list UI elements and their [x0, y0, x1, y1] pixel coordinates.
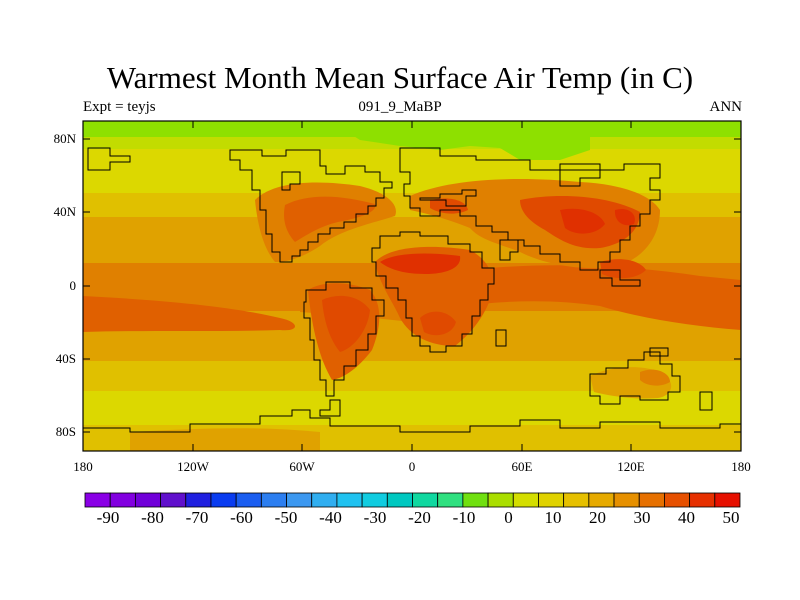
north-america-core — [284, 196, 376, 242]
chart-title: Warmest Month Mean Surface Air Temp (in … — [106, 60, 694, 95]
lon-label-180e: 180 — [731, 459, 751, 474]
colorbar-swatch — [160, 492, 187, 508]
colorbar-swatch — [185, 492, 212, 508]
new-zealand-coast — [699, 391, 713, 411]
colorbar-swatch — [487, 492, 514, 508]
experiment-label: Expt = teyjs — [83, 99, 156, 115]
colorbar-swatch — [286, 492, 313, 508]
colorbar-label: -90 — [96, 508, 120, 527]
east-pacific-warm-tongue — [83, 296, 295, 332]
colorbar-swatch — [311, 492, 338, 508]
map-field — [83, 121, 741, 451]
north-pacific-island-coast — [87, 147, 131, 171]
colorbar-label: -80 — [141, 508, 164, 527]
colorbar-swatch — [664, 492, 691, 508]
colorbar-swatch — [512, 492, 539, 508]
colorbar-label: 50 — [722, 508, 740, 527]
mediterranean-coast — [419, 189, 477, 207]
lon-label-120w: 120W — [177, 459, 209, 474]
colorbar-swatch — [134, 492, 161, 508]
lon-label-0: 0 — [408, 459, 416, 474]
colorbar-swatch — [689, 492, 716, 508]
colorbar-label: -30 — [363, 508, 387, 527]
colorbar-swatch — [588, 492, 615, 508]
indo-pacific-warm-pool — [470, 265, 741, 330]
lat-label-0: 0 — [69, 278, 77, 293]
eurasia-coast — [399, 147, 661, 271]
new-guinea-coast — [649, 347, 669, 357]
colorbar-swatch — [235, 492, 262, 508]
colorbar-swatch — [336, 492, 363, 508]
colorbar-swatch — [538, 492, 565, 508]
colorbar-label: -50 — [274, 508, 298, 527]
lat-label-80s: 80S — [55, 424, 76, 439]
south-america-coast — [303, 281, 385, 397]
colorbar-swatch — [84, 492, 111, 508]
colorbar-label: -20 — [408, 508, 431, 527]
southeast-asia-coast — [599, 269, 641, 287]
arctic-green-lobe — [330, 121, 590, 160]
colorbar-swatch — [386, 492, 413, 508]
colorbar-swatch — [638, 492, 665, 508]
east-asia-coast — [559, 169, 601, 187]
southern-africa-hot — [420, 311, 456, 336]
colorbar-label: -40 — [319, 508, 342, 527]
antarctic-peninsula-coast — [319, 399, 341, 417]
colorbar-swatch — [563, 492, 590, 508]
colorbar-swatch — [260, 492, 287, 508]
lat-label-40s: 40S — [55, 351, 76, 366]
lon-label-120e: 120E — [617, 459, 645, 474]
colorbar-swatch — [361, 492, 388, 508]
sahara-hot — [380, 253, 461, 274]
central-asia-hot — [560, 208, 605, 234]
central-asia-hot-2 — [614, 208, 635, 226]
colorbar-label: 10 — [544, 508, 562, 527]
colorbar-swatch — [462, 492, 489, 508]
axis-ticks — [83, 121, 741, 451]
australia-hot — [640, 369, 670, 386]
greenland-coast — [281, 171, 301, 191]
colorbar-swatch — [437, 492, 464, 508]
antarctica-coast — [83, 409, 741, 433]
colorbar-swatch — [412, 492, 439, 508]
band-north-yellow — [83, 149, 741, 195]
north-america-coast — [229, 149, 393, 263]
antarctic-amber-patch — [130, 428, 320, 451]
season-label: ANN — [709, 99, 743, 115]
australia-coast — [589, 351, 681, 405]
southeast-asia-heat — [600, 259, 646, 279]
colorbar-label: 20 — [589, 508, 606, 527]
colorbar — [84, 492, 741, 508]
colorbar-label: -10 — [452, 508, 476, 527]
colorbar-label: 30 — [633, 508, 651, 527]
colorbar-label: 40 — [678, 508, 695, 527]
lon-label-60w: 60W — [289, 459, 315, 474]
south-america-core — [322, 295, 370, 352]
lon-label-180w: 180 — [73, 459, 93, 474]
madagascar-coast — [495, 329, 507, 347]
colorbar-label: 0 — [504, 508, 513, 527]
colorbar-swatch — [109, 492, 136, 508]
arabia-coast — [499, 239, 519, 261]
colorbar-swatch — [613, 492, 640, 508]
colorbar-swatch — [714, 492, 741, 508]
time-label: 091_9_MaBP — [358, 99, 442, 115]
colorbar-label: -60 — [230, 508, 253, 527]
lat-label-40n: 40N — [53, 204, 76, 219]
colorbar-label: -70 — [185, 508, 209, 527]
africa-coast — [371, 231, 495, 353]
lon-label-60e: 60E — [511, 459, 533, 474]
coastlines — [83, 147, 741, 433]
colorbar-swatch — [210, 492, 237, 508]
lat-label-80n: 80N — [53, 131, 76, 146]
